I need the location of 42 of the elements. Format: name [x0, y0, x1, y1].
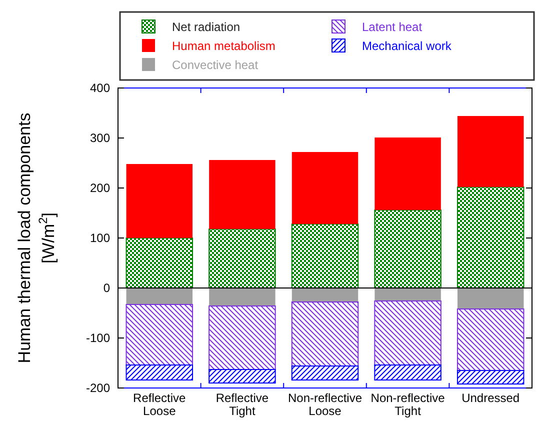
- bar: [126, 288, 193, 304]
- y-tick-label: -200: [86, 381, 110, 395]
- y-tick-label: 400: [90, 81, 110, 95]
- x-tick-label: Reflective Tight: [216, 391, 269, 418]
- bar: [374, 138, 441, 210]
- bar: [374, 364, 442, 380]
- bar: [126, 304, 194, 366]
- bar: [457, 288, 524, 309]
- y-tick-label: 100: [90, 231, 110, 245]
- bar: [208, 306, 276, 370]
- bar: [208, 228, 276, 288]
- y-tick-label: 200: [90, 181, 110, 195]
- bar: [374, 300, 442, 366]
- bar: [456, 370, 524, 384]
- bar: [292, 288, 358, 302]
- bar: [126, 238, 194, 288]
- bar: [374, 210, 442, 288]
- bar: [291, 302, 359, 366]
- legend-label: Latent heat: [362, 20, 423, 34]
- y-tick-label: 300: [90, 131, 110, 145]
- bar: [291, 366, 359, 380]
- y-tick-label: 0: [103, 281, 110, 295]
- bar: [209, 288, 276, 306]
- bar: [208, 369, 276, 384]
- bar: [374, 288, 441, 301]
- bar: [126, 364, 194, 380]
- legend-label: Convective heat: [172, 58, 259, 72]
- bar: [209, 160, 276, 229]
- bar: [126, 164, 193, 238]
- bar: [456, 186, 524, 288]
- x-tick-label: Non-reflective Tight: [370, 391, 446, 418]
- x-tick-label: Reflective Loose: [133, 391, 186, 418]
- bar: [457, 116, 524, 187]
- bar: [292, 152, 358, 224]
- x-tick-label: Non-reflective Loose: [288, 391, 362, 418]
- y-tick-label: -100: [86, 331, 110, 345]
- bar: [456, 308, 524, 371]
- legend-label: Mechanical work: [362, 39, 452, 53]
- legend-label: Net radiation: [172, 20, 240, 34]
- legend-label: Human metabolism: [172, 39, 276, 53]
- bar: [291, 224, 359, 288]
- x-tick-label: Undressed: [462, 391, 520, 405]
